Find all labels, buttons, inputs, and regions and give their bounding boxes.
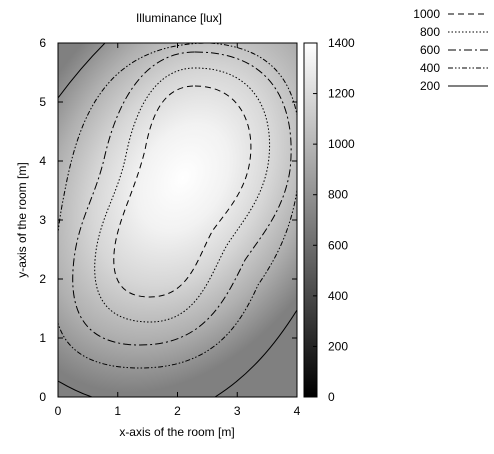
colorbar-tick-label: 400 xyxy=(328,289,348,303)
x-tick-label: 1 xyxy=(114,404,121,418)
x-tick-label: 3 xyxy=(234,404,241,418)
y-tick-label: 1 xyxy=(39,331,46,345)
x-tick-label: 4 xyxy=(294,404,301,418)
colorbar-tick-label: 800 xyxy=(328,188,348,202)
colorbar-tick-label: 1400 xyxy=(328,36,355,50)
x-tick-label: 0 xyxy=(55,404,62,418)
chart-title: Illuminance [lux] xyxy=(136,11,222,25)
y-tick-label: 4 xyxy=(39,154,46,168)
colorbar-tick-label: 1200 xyxy=(328,87,355,101)
contour-line-200-bottom-right xyxy=(214,309,297,397)
legend-label: 600 xyxy=(420,43,440,57)
x-tick-label: 2 xyxy=(174,404,181,418)
contour-line-1000 xyxy=(113,85,252,298)
y-tick-label: 6 xyxy=(39,36,46,50)
colorbar xyxy=(303,42,318,398)
legend-label: 800 xyxy=(420,25,440,39)
colorbar-tick-label: 0 xyxy=(328,390,335,404)
contour-line-600 xyxy=(72,51,292,346)
legend-label: 200 xyxy=(420,79,440,93)
x-axis-label: x-axis of the room [m] xyxy=(119,425,234,439)
colorbar-tick-label: 1000 xyxy=(328,137,355,151)
colorbar-axis: 0 200 400 600 800 1000 1200 1400 xyxy=(313,36,355,404)
y-axis: 0 1 2 3 4 5 6 xyxy=(39,36,297,404)
colorbar-tick-label: 600 xyxy=(328,238,348,252)
contour-line-200-bottom-left xyxy=(58,380,93,397)
legend-label: 1000 xyxy=(413,7,440,21)
y-tick-label: 0 xyxy=(39,390,46,404)
x-axis: 0 1 2 3 4 xyxy=(55,43,301,418)
y-axis-label: y-axis of the room [m] xyxy=(15,162,29,277)
legend-label: 400 xyxy=(420,61,440,75)
heatmap-field xyxy=(58,43,297,397)
y-tick-label: 3 xyxy=(39,213,46,227)
contour-line-200-top-left xyxy=(58,43,106,99)
y-tick-label: 2 xyxy=(39,272,46,286)
colorbar-tick-label: 200 xyxy=(328,339,348,353)
y-tick-label: 5 xyxy=(39,95,46,109)
contour-legend: 1000 800 600 400 200 xyxy=(413,7,488,93)
